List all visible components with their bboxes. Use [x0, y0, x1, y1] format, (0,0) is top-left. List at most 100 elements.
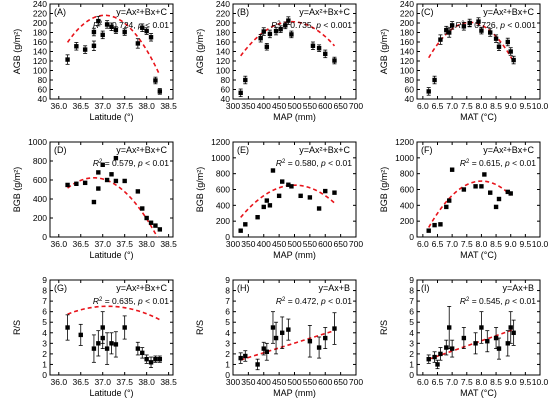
r2-symbol: R	[276, 158, 282, 168]
data-point	[238, 90, 243, 96]
stat-separator: ,	[496, 20, 501, 30]
x-tick-label: 38.0	[138, 101, 155, 111]
r2-symbol: R	[460, 296, 466, 306]
y-tick-label: 7	[225, 296, 230, 306]
x-tick-label: 6.0	[417, 239, 429, 249]
data-point	[65, 325, 70, 330]
chart-panel-h: 300 350 400 450 500 550 600 650 7000123456789MAP…	[195, 275, 363, 398]
x-axis-label: MAT (°C)	[460, 388, 497, 398]
x-tick-label: 300	[226, 377, 240, 387]
p-symbol: p	[320, 158, 326, 168]
y-tick-label: 4	[225, 328, 230, 338]
data-point	[426, 89, 431, 94]
x-tick-label: 550	[303, 101, 317, 111]
plot-frame	[416, 279, 541, 376]
panel-label: (F)	[421, 145, 433, 155]
data-point	[153, 223, 158, 228]
data-point	[74, 44, 79, 49]
data-point	[157, 227, 163, 232]
fit-statistics: R2 = 0.615, p < 0.01	[460, 158, 536, 168]
x-tick-label: 6.0	[417, 101, 429, 111]
y-tick-label: 140	[400, 47, 414, 57]
y-tick-label: 220	[400, 9, 414, 19]
data-point	[316, 345, 322, 350]
y-tick-label: 140	[33, 47, 47, 57]
y-tick-label: 200	[33, 213, 47, 223]
plot-frame	[49, 3, 174, 100]
y-tick-label: 1000	[395, 153, 414, 163]
data-point	[508, 49, 513, 54]
data-point	[298, 193, 303, 199]
data-point	[449, 23, 455, 28]
r2-symbol: R	[455, 20, 461, 30]
x-tick-label: 400	[257, 101, 271, 111]
r2-value: = 0.545	[469, 296, 500, 306]
data-point	[261, 346, 266, 351]
x-tick-label: 36.5	[72, 101, 89, 111]
panel-label: (A)	[54, 7, 66, 17]
r2-exponent: 2	[466, 159, 470, 165]
data-point	[432, 354, 437, 360]
data-point	[432, 77, 437, 83]
data-point	[444, 204, 449, 210]
data-point	[426, 228, 431, 233]
y-tick-label: 2	[409, 349, 414, 359]
y-tick-label: 40	[221, 94, 231, 104]
x-tick-label: 400	[257, 239, 271, 249]
data-point	[476, 19, 481, 24]
data-point	[508, 325, 513, 330]
y-tick-label: 200	[216, 216, 230, 226]
x-axis-label: MAP (mm)	[273, 250, 316, 260]
x-tick-label: 37.0	[94, 377, 111, 387]
x-tick-label: 700	[349, 239, 363, 249]
y-tick-label: 160	[400, 37, 414, 47]
p-value: < 0.01	[143, 296, 170, 306]
data-point	[496, 196, 502, 202]
r2-value: = 0.472	[285, 296, 316, 306]
x-tick-label: 38.5	[160, 377, 177, 387]
x-tick-label: 650	[334, 239, 348, 249]
chart-panel-b: 300 350 400 450 500 550 600 650 7004060801001201…	[195, 0, 363, 122]
p-symbol: p	[320, 296, 326, 306]
y-tick-label: 100	[33, 66, 47, 76]
panel-label: (G)	[54, 283, 67, 293]
y-tick-label: 40	[38, 94, 48, 104]
data-point	[438, 222, 443, 227]
r2-exponent: 2	[277, 21, 281, 27]
x-tick-label: 6.0	[417, 377, 429, 387]
p-value: < 0.001	[505, 20, 536, 30]
data-point	[144, 28, 149, 34]
y-tick-label: 400	[216, 200, 230, 210]
data-point	[505, 189, 510, 195]
y-tick-label: 1000	[211, 153, 230, 163]
x-tick-label: 37.5	[116, 101, 133, 111]
y-tick-label: 120	[216, 56, 230, 66]
y-axis-label: BGB (g/m²)	[195, 167, 205, 213]
data-point	[270, 168, 276, 173]
fit-curve	[67, 177, 159, 237]
x-tick-label: 36.5	[72, 239, 89, 249]
x-tick-label: 650	[334, 101, 348, 111]
data-point	[264, 349, 270, 354]
y-axis-label: BGB (g/m²)	[12, 167, 22, 213]
x-tick-label: 550	[303, 377, 317, 387]
y-tick-label: 40	[405, 94, 415, 104]
data-point	[449, 167, 455, 172]
data-point	[493, 335, 499, 341]
data-point	[96, 186, 101, 191]
data-point	[243, 353, 248, 359]
x-tick-label: 37.0	[94, 239, 111, 249]
y-tick-label: 160	[33, 37, 47, 47]
y-tick-label: 220	[33, 9, 47, 19]
y-tick-label: 7	[42, 296, 47, 306]
x-tick-label: 8.0	[476, 377, 488, 387]
x-tick-label: 450	[272, 239, 286, 249]
p-symbol: p	[137, 20, 143, 30]
x-tick-label: 700	[349, 377, 363, 387]
p-symbol: p	[137, 296, 143, 306]
panel-label: (B)	[237, 7, 249, 17]
data-point	[82, 47, 88, 52]
fit-formula: y=Ax²+Bx+C	[299, 145, 350, 155]
x-tick-label: 7.5	[461, 377, 473, 387]
y-axis-label: AGB (g/m²)	[379, 29, 389, 75]
